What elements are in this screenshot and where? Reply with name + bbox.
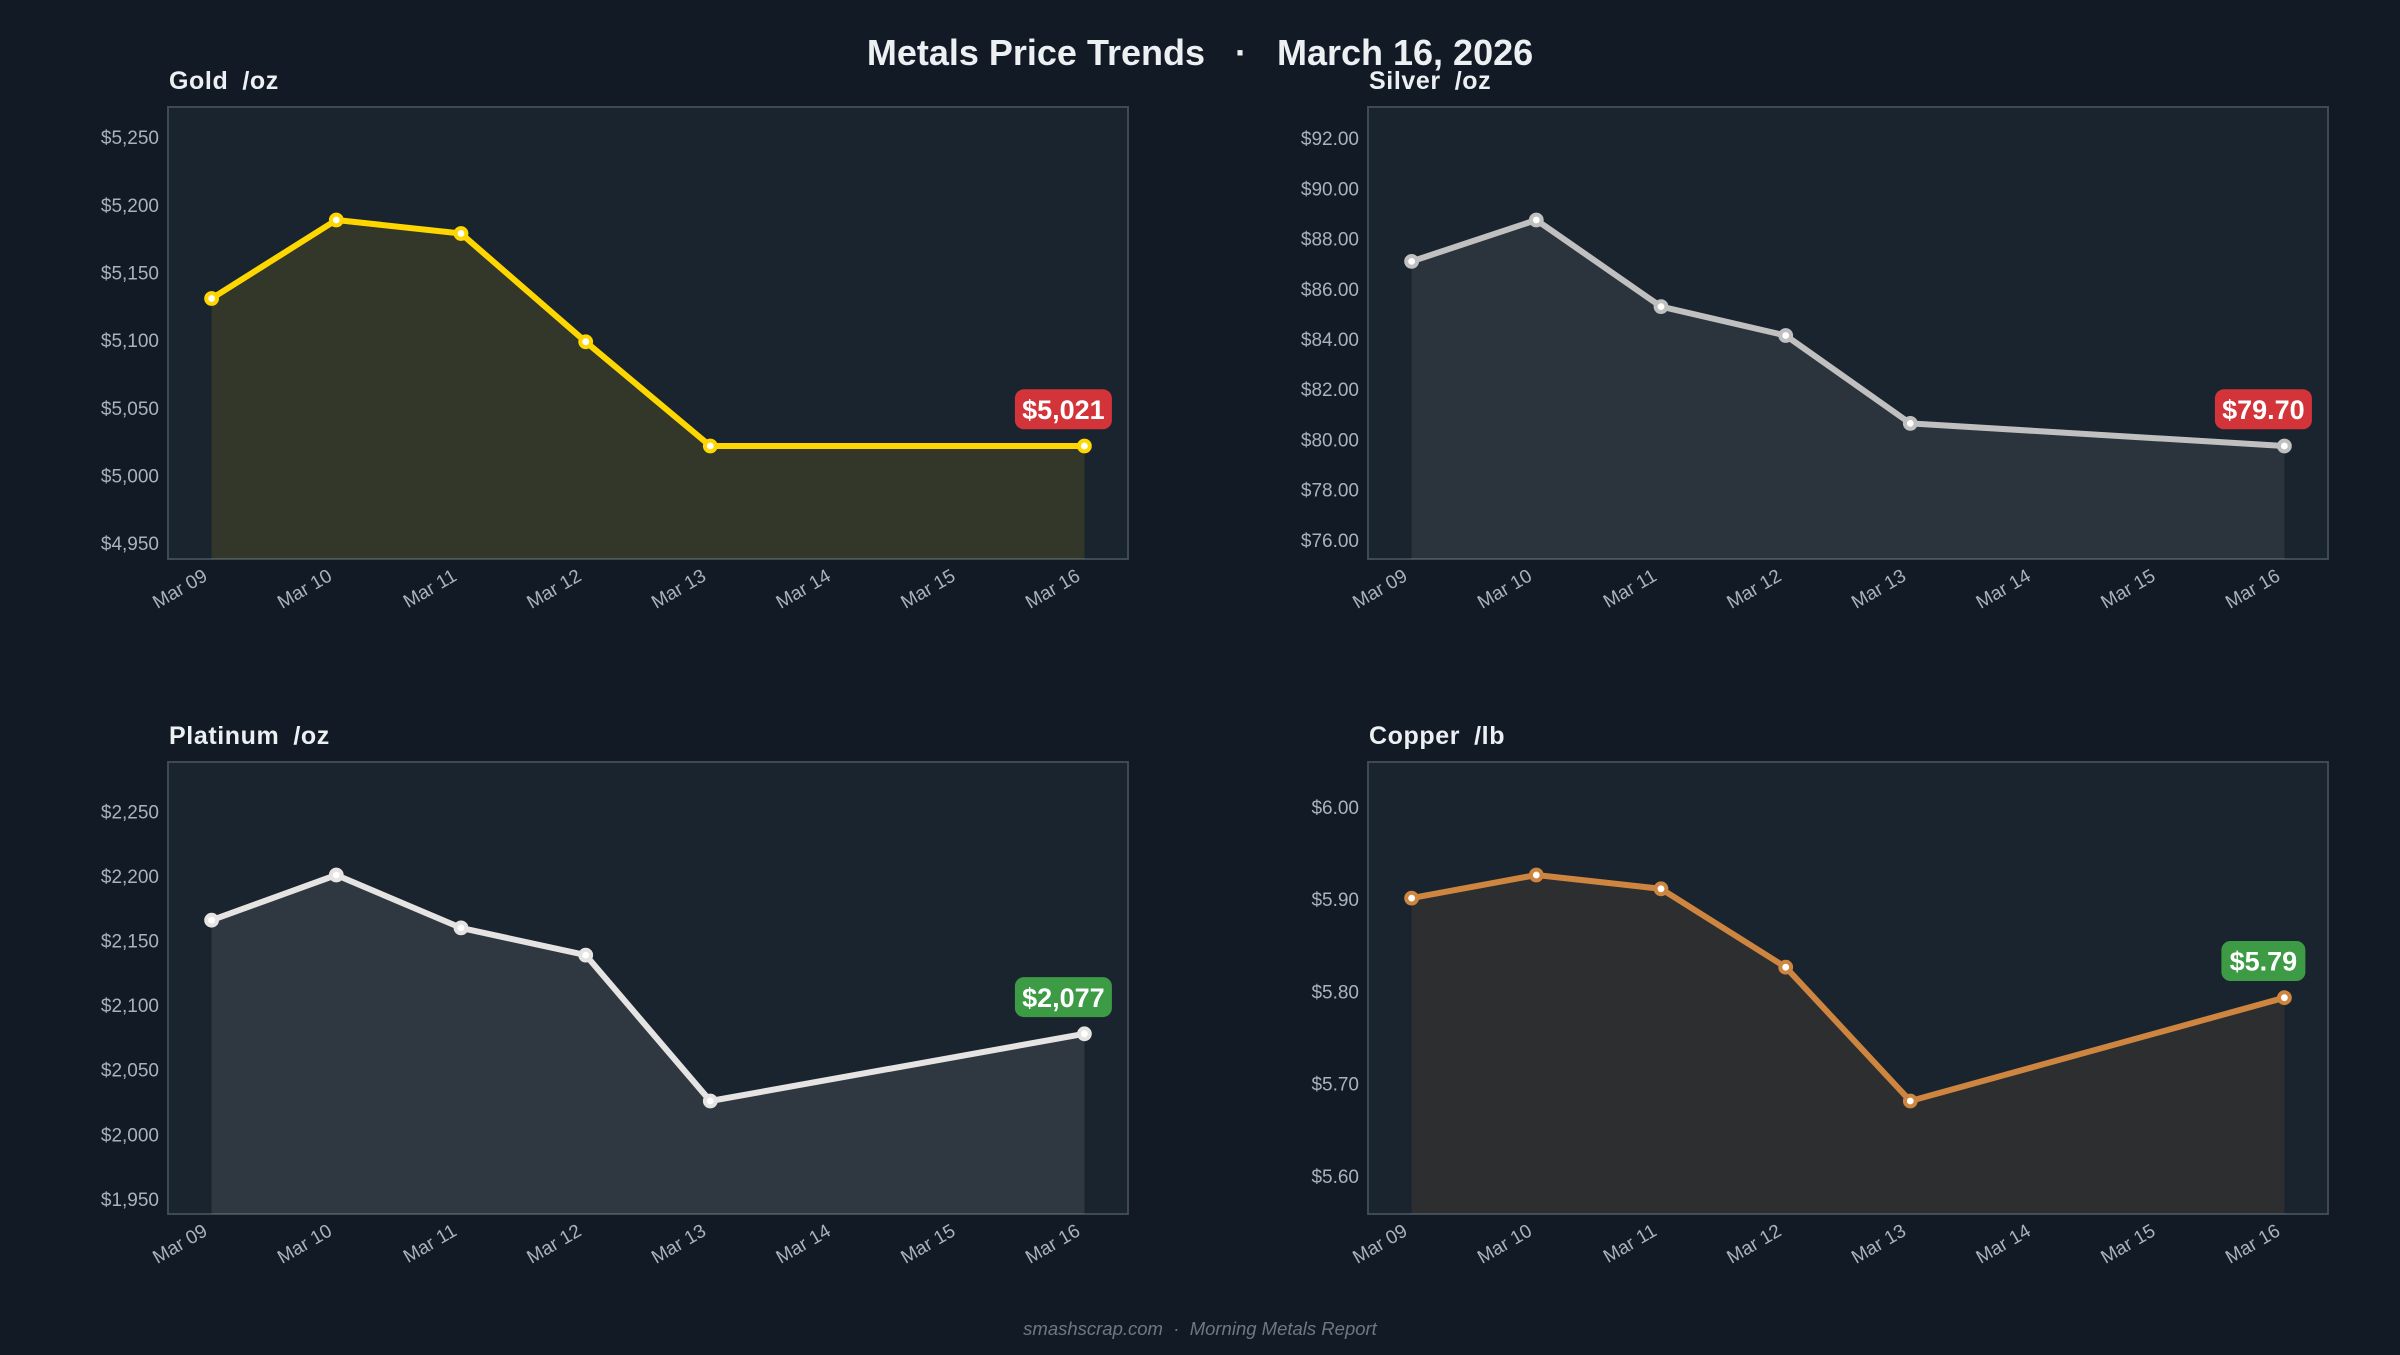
svg-text:$2,000: $2,000 bbox=[101, 1125, 159, 1146]
svg-text:$82.00: $82.00 bbox=[1301, 380, 1359, 401]
svg-text:smashscrap.com · Morning Met: smashscrap.com · Morning Metals Report bbox=[1023, 1318, 1378, 1339]
svg-text:$78.00: $78.00 bbox=[1301, 481, 1359, 502]
svg-text:$2,050: $2,050 bbox=[101, 1061, 159, 1082]
svg-text:$5,250: $5,250 bbox=[101, 128, 159, 149]
svg-text:$2,100: $2,100 bbox=[101, 996, 159, 1017]
svg-text:$2,077: $2,077 bbox=[1022, 983, 1105, 1013]
svg-text:$2,150: $2,150 bbox=[101, 932, 159, 953]
svg-text:Silver/oz: Silver/oz bbox=[1369, 67, 1491, 95]
svg-text:$76.00: $76.00 bbox=[1301, 531, 1359, 552]
svg-text:Metals Price Trends · Marc: Metals Price Trends · March 16, 2026 bbox=[867, 32, 1533, 73]
svg-text:$5,200: $5,200 bbox=[101, 196, 159, 217]
svg-text:$5,021: $5,021 bbox=[1022, 395, 1105, 425]
svg-text:$5,000: $5,000 bbox=[101, 466, 159, 487]
svg-text:$5,150: $5,150 bbox=[101, 263, 159, 284]
svg-text:$5,100: $5,100 bbox=[101, 331, 159, 352]
svg-text:$1,950: $1,950 bbox=[101, 1190, 159, 1211]
svg-text:$92.00: $92.00 bbox=[1301, 129, 1359, 150]
svg-text:$2,200: $2,200 bbox=[101, 867, 159, 888]
svg-text:$86.00: $86.00 bbox=[1301, 280, 1359, 301]
svg-text:$5.70: $5.70 bbox=[1311, 1075, 1359, 1096]
svg-text:$90.00: $90.00 bbox=[1301, 179, 1359, 200]
svg-text:$79.70: $79.70 bbox=[2222, 395, 2305, 425]
svg-text:$6.00: $6.00 bbox=[1311, 798, 1359, 819]
svg-text:Gold/oz: Gold/oz bbox=[169, 67, 279, 95]
svg-text:$88.00: $88.00 bbox=[1301, 230, 1359, 251]
svg-text:$5.79: $5.79 bbox=[2230, 947, 2298, 977]
svg-text:Platinum/oz: Platinum/oz bbox=[169, 722, 330, 750]
svg-text:$5.80: $5.80 bbox=[1311, 982, 1359, 1003]
svg-text:$5.90: $5.90 bbox=[1311, 890, 1359, 911]
svg-text:$5.60: $5.60 bbox=[1311, 1167, 1359, 1188]
svg-text:Copper/lb: Copper/lb bbox=[1369, 722, 1505, 750]
svg-text:$4,950: $4,950 bbox=[101, 534, 159, 555]
svg-text:$80.00: $80.00 bbox=[1301, 431, 1359, 452]
svg-text:$5,050: $5,050 bbox=[101, 399, 159, 420]
svg-text:$2,250: $2,250 bbox=[101, 802, 159, 823]
svg-text:$84.00: $84.00 bbox=[1301, 330, 1359, 351]
